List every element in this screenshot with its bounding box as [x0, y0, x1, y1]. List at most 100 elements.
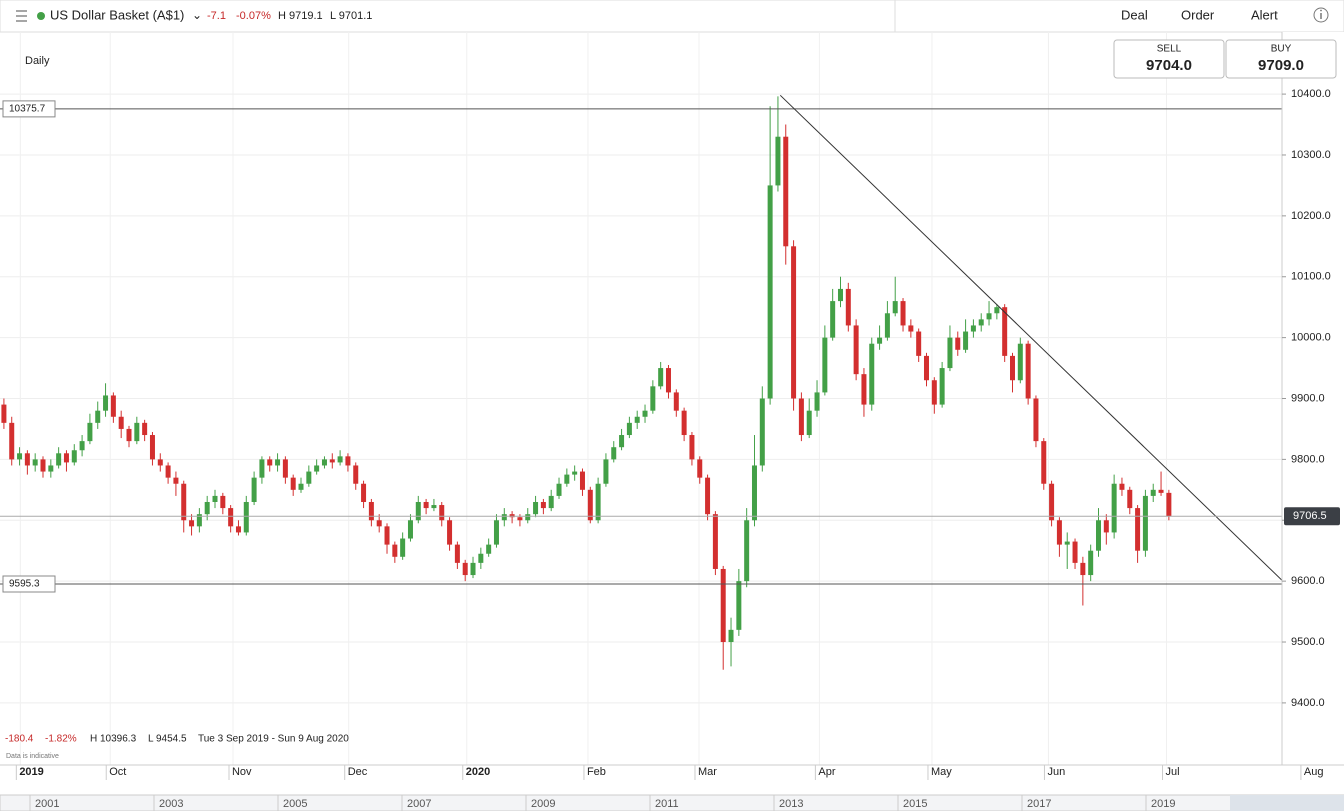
candle-body: [759, 398, 765, 466]
current-price-label: 9706.5: [1293, 510, 1327, 522]
candle-body: [751, 465, 757, 521]
menu-icon[interactable]: [16, 10, 27, 22]
candle-body: [149, 435, 155, 460]
candle-body: [337, 456, 343, 463]
y-tick-label: 10400.0: [1291, 88, 1331, 100]
footer-note: Data is indicative: [6, 753, 59, 760]
candle-body: [900, 301, 906, 326]
candle-body: [17, 453, 23, 460]
candle-body: [87, 422, 93, 442]
x-tick-label: 2019: [19, 766, 43, 778]
candle-body: [853, 325, 859, 375]
candle-body: [533, 501, 539, 515]
candle-body: [321, 459, 327, 466]
navigator-year: 2019: [1151, 798, 1175, 810]
interval-label[interactable]: Daily: [25, 55, 50, 67]
buy-label: BUY: [1271, 44, 1292, 55]
candle-body: [572, 471, 578, 475]
candle-body: [540, 501, 546, 509]
candle-body: [95, 410, 101, 423]
candle-body: [204, 501, 210, 515]
y-axis: 9400.09500.09600.09700.09800.09900.01000…: [1282, 88, 1331, 709]
candle-body: [892, 301, 898, 314]
candle-body: [1127, 489, 1133, 509]
candle-body: [220, 495, 226, 509]
candle-body: [689, 435, 695, 460]
order-button[interactable]: Order: [1181, 7, 1215, 22]
navigator-year: 2005: [283, 798, 307, 810]
y-tick-label: 10300.0: [1291, 149, 1331, 161]
candle-body: [267, 459, 273, 466]
alert-button[interactable]: Alert: [1251, 7, 1278, 22]
sell-box[interactable]: [1113, 39, 1225, 79]
deal-button[interactable]: Deal: [1121, 7, 1148, 22]
navigator-year: 2017: [1027, 798, 1051, 810]
candle-body: [196, 514, 202, 527]
candle-body: [1041, 441, 1047, 484]
navigator-window[interactable]: [1230, 795, 1344, 811]
candle-body: [1158, 489, 1164, 493]
candle-body: [1002, 307, 1008, 356]
x-tick-label: 2020: [466, 766, 490, 778]
candle-body: [407, 520, 413, 539]
candle-body: [400, 538, 406, 557]
candle-body: [517, 517, 523, 521]
instrument-title: US Dollar Basket (A$1): [50, 7, 184, 22]
candle-body: [1, 404, 7, 423]
candle-body: [40, 459, 46, 472]
x-tick-label: Nov: [232, 766, 252, 778]
candle-body: [939, 368, 945, 405]
x-tick-label: Aug: [1304, 766, 1324, 778]
y-tick-label: 9400.0: [1291, 697, 1325, 709]
x-tick-label: Apr: [818, 766, 835, 778]
y-tick-label: 9600.0: [1291, 575, 1325, 587]
candle-body: [712, 514, 718, 569]
candle-body: [56, 453, 62, 466]
x-tick-label: Mar: [698, 766, 717, 778]
candle-body: [978, 319, 984, 326]
candle-body: [392, 544, 398, 557]
candle-body: [1150, 489, 1156, 496]
candle-body: [181, 483, 187, 521]
footer-change: -180.4: [5, 734, 34, 745]
footer-low: L 9454.5: [148, 734, 187, 745]
candle-body: [212, 495, 218, 502]
candle-body: [251, 477, 257, 502]
candle-body: [822, 337, 828, 393]
candle-body: [564, 474, 570, 484]
candle-body: [1135, 508, 1141, 551]
candle-body: [439, 505, 445, 521]
candle-body: [916, 331, 922, 356]
navigator[interactable]: [0, 794, 1344, 811]
footer-high: H 10396.3: [90, 734, 137, 745]
sell-price: 9704.0: [1146, 57, 1192, 74]
candle-body: [603, 459, 609, 484]
x-tick-label: May: [931, 766, 952, 778]
level-label-box: [2, 575, 56, 593]
candle-body: [619, 435, 625, 448]
candle-body: [71, 450, 77, 463]
candle-body: [986, 313, 992, 320]
candle-body: [665, 368, 671, 393]
candle-body: [24, 453, 30, 466]
candle-body: [587, 489, 593, 521]
trendline: [779, 94, 1282, 581]
x-tick-label: Oct: [109, 766, 126, 778]
plot-area: 10375.7 9595.3: [0, 32, 1282, 765]
dropdown-arrow[interactable]: ⌄: [192, 8, 202, 22]
candle-body: [79, 441, 85, 451]
candle-body: [126, 428, 132, 442]
candle-body: [548, 495, 554, 509]
candle-body: [556, 483, 562, 496]
y-tick-label: 9800.0: [1291, 453, 1325, 465]
candle-body: [845, 288, 851, 326]
candle-body: [830, 301, 836, 338]
candle-body: [1111, 483, 1117, 533]
candle-body: [791, 246, 797, 399]
candle-body: [658, 368, 664, 387]
candle-body: [579, 471, 585, 490]
info-button[interactable]: [1313, 7, 1329, 23]
candle-body: [1072, 541, 1078, 563]
candle-body: [282, 459, 288, 478]
buy-box[interactable]: [1225, 39, 1337, 79]
